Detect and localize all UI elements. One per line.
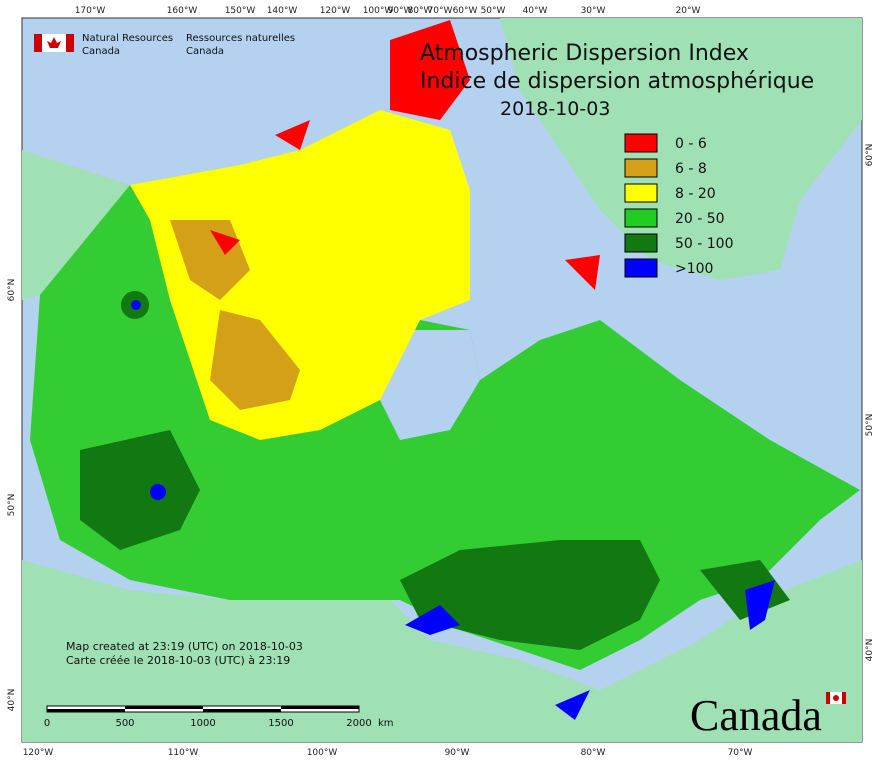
longitude-label: 110°W <box>168 748 199 758</box>
longitude-label: 70°W <box>728 748 753 758</box>
legend-label: 20 - 50 <box>675 211 725 227</box>
flag-leaf <box>47 37 61 48</box>
dark-green-zone <box>400 540 660 650</box>
blue-zone <box>555 690 590 720</box>
red-zone <box>565 255 600 290</box>
longitude-label: 20°W <box>676 6 701 16</box>
blue-zone <box>131 300 141 310</box>
longitude-label: 170°W <box>75 6 106 16</box>
scale-segment <box>281 706 359 709</box>
hudson-bay <box>380 330 480 440</box>
legend-label: 6 - 8 <box>675 161 707 177</box>
red-zone <box>210 230 240 255</box>
legend-swatch <box>624 183 658 203</box>
title-fr: Indice de dispersion atmosphérique <box>420 69 814 94</box>
longitude-label: 100°W <box>363 6 394 16</box>
latitude-label: 60°N <box>865 144 875 167</box>
longitude-label: 100°W <box>307 748 338 758</box>
longitude-label: 120°W <box>23 748 54 758</box>
longitude-label: 160°W <box>167 6 198 16</box>
latitude-label: 60°N <box>7 279 17 302</box>
latitude-label: 40°N <box>7 689 17 712</box>
legend-label: 50 - 100 <box>675 236 734 252</box>
scale-segment <box>47 709 125 712</box>
latitude-label: 50°N <box>7 494 17 517</box>
flag-bar <box>66 34 74 52</box>
longitude-label: 60°W <box>453 6 478 16</box>
wordmark-flag <box>833 695 839 701</box>
legend-swatch <box>624 233 658 253</box>
agency-fr-country: Canada <box>186 46 224 57</box>
red-zone <box>390 20 470 120</box>
agency-en-country: Canada <box>82 46 120 57</box>
blue-zone <box>150 484 166 500</box>
wordmark-flag <box>826 692 830 704</box>
alaska <box>22 150 130 300</box>
longitude-label: 70°W <box>428 6 453 16</box>
dark-green-zone <box>80 430 200 550</box>
agency-fr: Ressources naturelles <box>186 33 295 44</box>
legend-label: 8 - 20 <box>675 186 716 202</box>
scale-labels: 0 500 1000 1500 2000 km <box>44 718 394 729</box>
blue-zone <box>405 605 460 635</box>
orange-zone <box>210 310 300 410</box>
longitude-label: 150°W <box>225 6 256 16</box>
usa <box>22 560 862 742</box>
longitude-label: 120°W <box>320 6 351 16</box>
longitude-label: 80°W <box>581 748 606 758</box>
credit-en: Map created at 23:19 (UTC) on 2018-10-03 <box>66 640 303 653</box>
longitude-label: 90°W <box>388 6 413 16</box>
scale-bar <box>46 705 360 713</box>
legend-swatch <box>624 133 658 153</box>
scale-label: 500 <box>115 718 134 729</box>
flag-bar <box>34 34 42 52</box>
legend-swatch <box>624 158 658 178</box>
scale-segment <box>203 709 281 712</box>
graticule-labels: 170°W 160°W 150°W 140°W 120°W 100°W90°W80°W70… <box>7 6 875 758</box>
latitude-label: 40°N <box>865 639 875 662</box>
longitude-label: 30°W <box>581 6 606 16</box>
longitude-label: 140°W <box>267 6 298 16</box>
legend-swatch <box>624 258 658 278</box>
scale-label: 2000 <box>346 718 371 729</box>
longitude-label: 50°W <box>481 6 506 16</box>
greenland <box>500 18 862 280</box>
title-date: 2018-10-03 <box>500 98 610 120</box>
scale-label: 1500 <box>268 718 293 729</box>
agency-en: Natural Resources <box>82 33 173 44</box>
legend-label: 0 - 6 <box>675 136 707 152</box>
wordmark: Canada <box>690 691 822 740</box>
wordmark-flag <box>842 692 846 704</box>
legend: 0 - 6 6 - 8 8 - 20 20 - 50 50 - 100 >100 <box>624 133 734 278</box>
scale-unit: km <box>378 718 394 729</box>
longitude-label: 80°W <box>408 6 433 16</box>
title-en: Atmospheric Dispersion Index <box>420 41 749 66</box>
latitude-label: 50°N <box>865 414 875 437</box>
longitude-label: 90°W <box>445 748 470 758</box>
scale-label: 1000 <box>190 718 215 729</box>
longitude-label: 40°W <box>523 6 548 16</box>
credit-fr: Carte créée le 2018-10-03 (UTC) à 23:19 <box>66 654 290 667</box>
scale-label: 0 <box>44 718 50 729</box>
legend-swatch <box>624 208 658 228</box>
legend-label: >100 <box>675 261 713 277</box>
red-zone <box>275 120 310 150</box>
blue-zone <box>745 580 775 630</box>
scale-segment <box>125 706 203 709</box>
